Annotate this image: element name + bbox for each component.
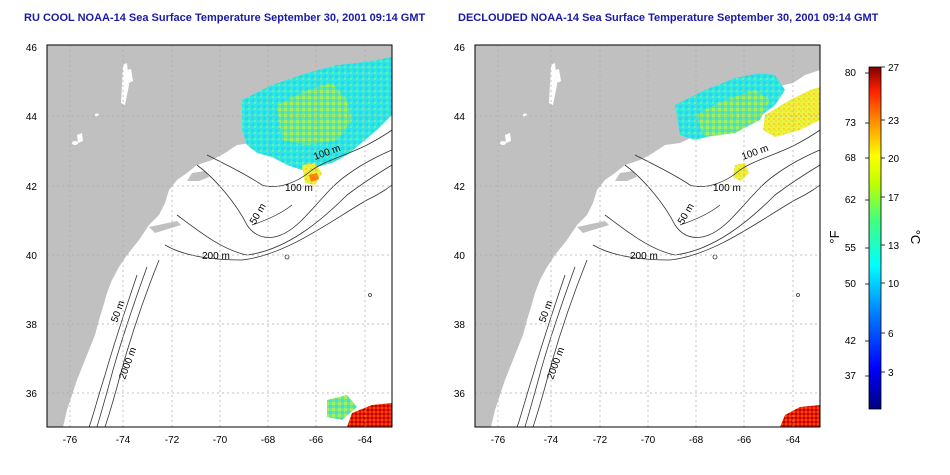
long-island [577,221,609,233]
c-tick: 23 [888,116,900,127]
sst-swath-south [327,395,357,420]
fahrenheit-unit-label: °F [827,230,842,243]
c-tick: 3 [888,368,894,379]
map-panel-left: 100 m 100 m 50 m 200 m 50 m 2000 m -76 -… [26,43,393,446]
y-tick: 40 [454,251,466,262]
f-tick: 50 [845,279,857,290]
x-tick: -68 [689,435,704,446]
map-frame [474,44,821,428]
gridlines [47,45,392,427]
c-tick: 27 [888,63,900,74]
x-tick: -66 [309,435,324,446]
x-tick: -68 [261,435,276,446]
bathymetry-contours [88,129,393,428]
c-tick: 13 [888,241,900,252]
long-island [149,221,181,233]
x-tick: -74 [116,435,131,446]
colorbar-tickmarks [865,66,885,377]
map-title-left: RU COOL NOAA-14 Sea Surface Temperature … [24,12,426,24]
contour-label-200m: 200 m [630,251,658,262]
celsius-unit-label: °C [908,230,923,245]
gridlines [475,45,820,427]
x-tick: -76 [491,435,506,446]
inland-lakes [72,63,133,145]
x-axis-ticks: -76 -74 -72 -70 -68 -66 -64 [491,435,801,446]
land-mass [47,45,392,427]
fahrenheit-ticks: 80 73 68 62 55 50 42 37 [845,68,857,382]
x-tick: -64 [786,435,801,446]
x-tick: -66 [737,435,752,446]
colorbar: 80 73 68 62 55 50 42 37 27 23 20 17 13 1… [827,63,923,410]
sst-swath-warm [763,87,820,137]
x-tick: -72 [593,435,608,446]
y-tick: 36 [454,389,466,400]
y-tick: 36 [26,389,38,400]
contour-label-100m-b: 100 m [285,183,313,194]
c-tick: 20 [888,154,900,165]
f-tick: 80 [845,68,857,79]
bathymetry-contours [516,129,821,428]
f-tick: 55 [845,243,857,254]
cape-cod [615,171,637,181]
sst-swath-green [277,83,352,145]
sst-swath-green [695,90,770,137]
f-tick: 42 [845,336,857,347]
x-tick: -76 [63,435,78,446]
contour-label-100m-b: 100 m [713,183,741,194]
y-tick: 46 [454,43,466,54]
y-tick: 44 [26,112,38,123]
map-frame [46,44,393,428]
sst-swath-gulf-stream [347,403,392,427]
sst-swath-gulf-stream [780,405,820,427]
x-tick: -72 [165,435,180,446]
c-tick: 6 [888,329,894,340]
y-axis-ticks: 36 38 40 42 44 46 [454,43,466,400]
x-tick: -70 [641,435,656,446]
inland-lakes [500,63,561,145]
f-tick: 37 [845,371,857,382]
c-tick: 17 [888,193,900,204]
cape-cod [187,171,209,181]
land-mass [475,45,820,427]
map-title-right: DECLOUDED NOAA-14 Sea Surface Temperatur… [458,12,879,24]
x-tick: -70 [213,435,228,446]
f-tick: 68 [845,153,857,164]
y-axis-ticks: 36 38 40 42 44 46 [26,43,38,400]
y-tick: 44 [454,112,466,123]
c-tick: 10 [888,279,900,290]
y-tick: 42 [26,182,38,193]
x-tick: -74 [544,435,559,446]
f-tick: 62 [845,195,857,206]
y-tick: 38 [26,320,38,331]
x-tick: -64 [358,435,373,446]
sst-swath-orange [309,173,319,182]
y-tick: 42 [454,182,466,193]
celsius-ticks: 27 23 20 17 13 10 6 3 [888,63,900,379]
y-tick: 40 [26,251,38,262]
map-panel-right: 100 m 100 m 50 m 200 m 50 m 2000 m -76 -… [454,43,821,446]
x-axis-ticks: -76 -74 -72 -70 -68 -66 -64 [63,435,373,446]
y-tick: 38 [454,320,466,331]
f-tick: 73 [845,118,857,129]
sst-swath-warm-2 [733,163,749,181]
y-tick: 46 [26,43,38,54]
colorbar-gradient [868,66,882,410]
contour-label-200m: 200 m [202,251,230,262]
